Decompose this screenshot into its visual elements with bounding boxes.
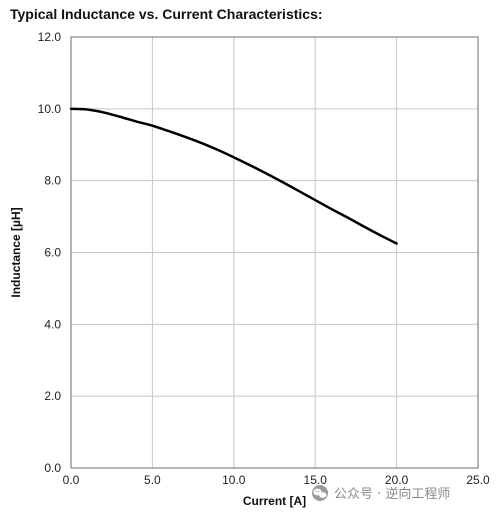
y-tick-label: 8.0 <box>44 174 61 188</box>
chart-title: Typical Inductance vs. Current Character… <box>10 6 323 22</box>
x-tick-label: 10.0 <box>222 473 246 487</box>
plot-area-frame <box>70 36 479 469</box>
y-tick-label: 2.0 <box>44 389 61 403</box>
y-axis-label: Inductance [µH] <box>9 207 23 297</box>
series-line <box>69 107 398 245</box>
x-axis-label: Current [A] <box>243 494 306 508</box>
y-tick-label: 12.0 <box>38 30 62 44</box>
series-layer <box>69 107 398 245</box>
y-tick-label: 4.0 <box>44 317 61 331</box>
watermark-text: 公众号 · 逆向工程师 <box>334 486 450 502</box>
x-tick-label: 25.0 <box>466 473 490 487</box>
x-tick-label: 15.0 <box>304 473 328 487</box>
x-tick-label: 20.0 <box>385 473 409 487</box>
watermark: 公众号 · 逆向工程师 <box>312 485 450 502</box>
wechat-icon <box>312 485 328 501</box>
y-tick-label: 0.0 <box>44 461 61 475</box>
y-axis-ticks: 0.0 2.0 4.0 6.0 8.0 10.0 12.0 <box>38 30 62 475</box>
x-axis-ticks: 0.0 5.0 10.0 15.0 20.0 25.0 <box>63 473 490 487</box>
y-tick-label: 10.0 <box>38 102 62 116</box>
x-tick-label: 0.0 <box>63 473 80 487</box>
y-tick-label: 6.0 <box>44 246 61 260</box>
grid <box>70 36 479 469</box>
x-tick-label: 5.0 <box>144 473 161 487</box>
